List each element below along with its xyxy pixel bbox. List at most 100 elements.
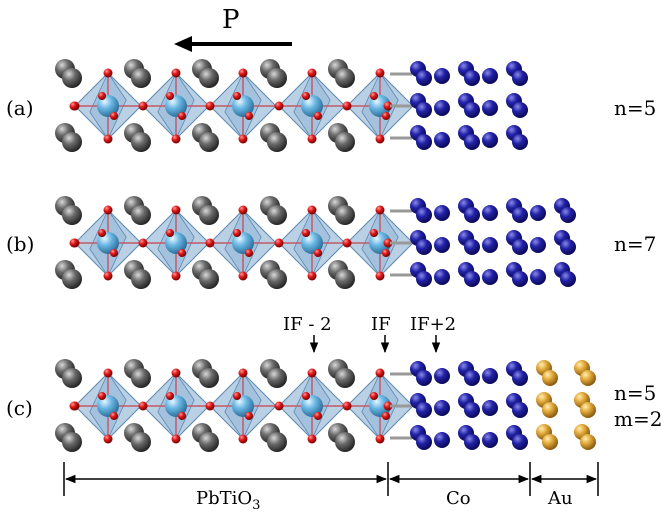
co-atom <box>434 432 450 448</box>
o-atom <box>238 134 248 144</box>
o-atom <box>307 205 317 215</box>
co-atom <box>464 370 480 386</box>
ti-atom <box>369 395 391 417</box>
o-atom <box>370 92 378 100</box>
co-atom <box>512 134 528 150</box>
co-atom <box>416 207 432 223</box>
ti-atom <box>97 95 119 117</box>
o-atom <box>166 392 174 400</box>
o-atom <box>98 92 106 100</box>
o-atom <box>370 229 378 237</box>
pb-atom <box>62 132 82 152</box>
o-atom <box>314 112 322 120</box>
o-atom <box>205 238 215 248</box>
co-atom <box>482 269 498 285</box>
pb-atom <box>131 205 151 225</box>
au-atom <box>542 370 558 386</box>
o-atom <box>171 205 181 215</box>
au-atom <box>580 370 596 386</box>
co-atom <box>416 402 432 418</box>
interface-markers: IF - 2 IF IF+2 <box>283 314 456 354</box>
o-atom <box>238 205 248 215</box>
o-atom <box>375 205 385 215</box>
o-atom <box>110 112 118 120</box>
ti-atom <box>301 95 323 117</box>
co-atom <box>434 68 450 84</box>
o-atom <box>166 229 174 237</box>
co-atom <box>416 70 432 86</box>
pb-atom <box>62 368 82 388</box>
pb-atom <box>131 132 151 152</box>
pb-atom <box>267 132 287 152</box>
o-atom <box>314 249 322 257</box>
polarization-arrow: P <box>174 5 292 52</box>
o-atom <box>245 412 253 420</box>
region-scale: PbTiO3 Co Au <box>63 462 599 513</box>
o-atom <box>375 134 385 144</box>
ti-atom <box>165 232 187 254</box>
marker-label: IF - 2 <box>283 314 332 335</box>
o-atom <box>171 368 181 378</box>
o-atom <box>233 229 241 237</box>
pb-atom <box>335 432 355 452</box>
o-atom <box>171 434 181 444</box>
marker-if-plus-2: IF+2 <box>410 314 456 354</box>
co-atom <box>482 68 498 84</box>
au-atom <box>580 402 596 418</box>
pb-atom <box>62 269 82 289</box>
o-atom <box>69 401 79 411</box>
co-atom <box>464 134 480 150</box>
ti-atom <box>232 395 254 417</box>
co-atom <box>512 239 528 255</box>
co-atom <box>434 269 450 285</box>
co-atom <box>416 271 432 287</box>
panel-label-a: (a) <box>6 96 34 120</box>
o-atom <box>233 392 241 400</box>
region-label-co: Co <box>446 488 471 509</box>
ti-atom <box>301 395 323 417</box>
o-atom <box>103 434 113 444</box>
co-atom <box>464 239 480 255</box>
pb-atom <box>267 368 287 388</box>
o-atom <box>307 271 317 281</box>
co-atom <box>464 102 480 118</box>
o-atom <box>342 101 352 111</box>
layer-count-c-m: m=2 <box>614 407 662 431</box>
o-atom <box>138 401 148 411</box>
o-atom <box>383 238 393 248</box>
o-atom <box>103 368 113 378</box>
o-atom <box>110 412 118 420</box>
co-atom <box>416 370 432 386</box>
o-atom <box>238 68 248 78</box>
o-atom <box>383 401 393 411</box>
o-atom <box>274 101 284 111</box>
pb-atom <box>131 68 151 88</box>
o-atom <box>103 68 113 78</box>
o-atom <box>383 101 393 111</box>
co-atom <box>560 271 576 287</box>
co-atom <box>512 271 528 287</box>
pb-atom <box>335 68 355 88</box>
pb-atom <box>335 368 355 388</box>
o-atom <box>103 271 113 281</box>
pb-atom <box>199 68 219 88</box>
o-atom <box>382 112 390 120</box>
o-atom <box>307 368 317 378</box>
marker-label: IF <box>371 314 391 335</box>
o-atom <box>138 101 148 111</box>
pb-atom <box>131 269 151 289</box>
co-atom <box>416 239 432 255</box>
o-atom <box>375 434 385 444</box>
panel-b: (b) n=7 <box>6 196 656 289</box>
co-atom <box>434 132 450 148</box>
polarization-label: P <box>222 5 240 35</box>
o-atom <box>302 392 310 400</box>
co-atom <box>560 239 576 255</box>
o-atom <box>103 205 113 215</box>
co-atom <box>482 205 498 221</box>
co-atom <box>512 207 528 223</box>
o-atom <box>98 392 106 400</box>
layer-count-a: n=5 <box>614 96 656 120</box>
o-atom <box>238 271 248 281</box>
co-atom <box>416 102 432 118</box>
